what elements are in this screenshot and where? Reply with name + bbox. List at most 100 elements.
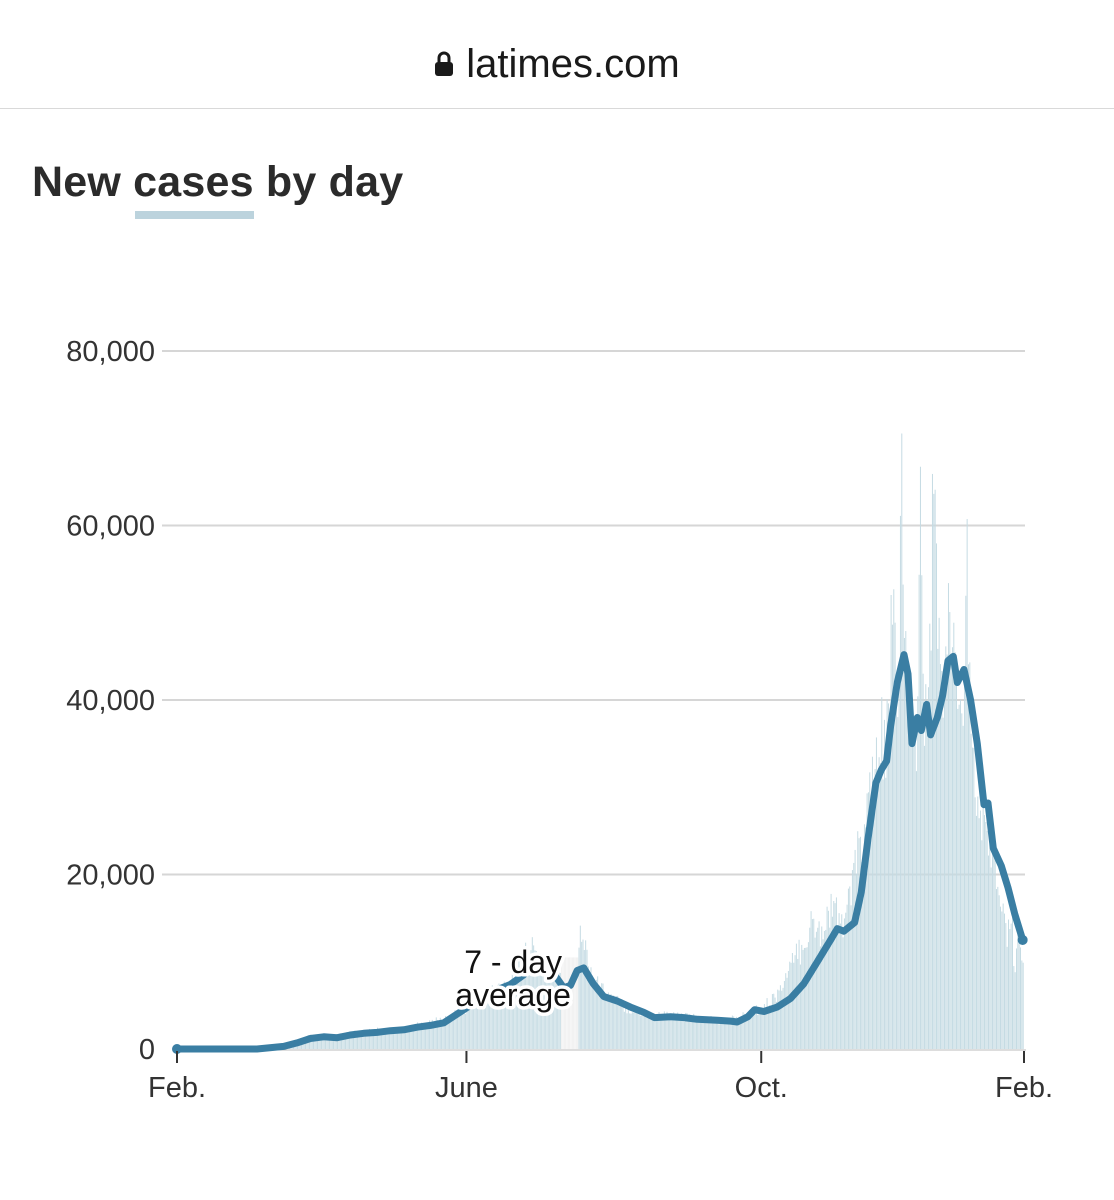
bar [970, 733, 972, 1049]
bar [325, 1036, 327, 1049]
bar [839, 923, 841, 1049]
bar [401, 1028, 403, 1049]
url-display[interactable]: latimes.com [0, 38, 1114, 92]
bar [967, 664, 969, 1049]
bar [521, 972, 523, 1049]
bar [371, 1032, 373, 1049]
bar [674, 1015, 676, 1049]
bar [843, 918, 845, 1049]
bar [438, 1022, 440, 1049]
bar [697, 1018, 699, 1049]
bar [842, 937, 844, 1049]
bar [634, 1006, 636, 1049]
bar [590, 967, 592, 1049]
bar [889, 718, 891, 1049]
bar [410, 1027, 412, 1049]
bar [385, 1033, 387, 1049]
bar [745, 1015, 747, 1049]
bar [942, 717, 944, 1049]
bar [865, 827, 867, 1049]
bar [473, 999, 475, 1049]
bar [661, 1019, 663, 1049]
bar [655, 1017, 657, 1049]
bar [727, 1023, 729, 1049]
bar [923, 745, 925, 1049]
bar [987, 855, 989, 1049]
bar [1021, 960, 1023, 1049]
bar [999, 906, 1001, 1049]
bar [929, 623, 931, 1049]
bar [430, 1023, 432, 1049]
bar [893, 589, 895, 1049]
bar [526, 955, 528, 1049]
url-text: latimes.com [466, 42, 680, 86]
bar [623, 1011, 625, 1049]
bar [875, 737, 877, 1049]
bar [895, 705, 897, 1049]
bar [809, 927, 811, 1049]
bar [1005, 923, 1007, 1049]
bar [574, 957, 576, 1049]
bar [838, 913, 840, 1049]
bar [735, 1016, 737, 1049]
bar [546, 972, 548, 1049]
bar [379, 1032, 381, 1049]
bar [777, 989, 779, 1049]
bar [557, 964, 559, 1049]
bar [642, 1014, 644, 1049]
bar [533, 945, 535, 1049]
bar [717, 1019, 719, 1049]
bar [981, 840, 983, 1049]
bar [882, 779, 884, 1049]
bar [737, 1019, 739, 1049]
bar [931, 473, 933, 1049]
bar [413, 1025, 415, 1049]
bar [682, 1016, 684, 1049]
bar [330, 1036, 332, 1049]
bar [455, 1015, 457, 1049]
x-tick-label: June [435, 1072, 498, 1104]
bar [349, 1031, 351, 1049]
bar [523, 963, 525, 1049]
bar [665, 1015, 667, 1049]
bar [411, 1024, 413, 1049]
bar [775, 1001, 777, 1049]
bar [589, 975, 591, 1049]
bar [995, 889, 997, 1049]
bar [850, 905, 852, 1049]
bar [445, 1016, 447, 1049]
bar [990, 867, 992, 1049]
bar [538, 964, 540, 1049]
bar [373, 1032, 375, 1049]
bar [566, 957, 568, 1049]
bar [906, 662, 908, 1049]
bar [690, 1021, 692, 1049]
bar [855, 873, 857, 1049]
bar [461, 1006, 463, 1049]
bar [501, 993, 503, 1049]
bar [825, 929, 827, 1049]
bar [582, 939, 584, 1049]
bar [471, 1002, 473, 1049]
bar [549, 960, 551, 1049]
bar [938, 617, 940, 1049]
bar [550, 964, 552, 1049]
bar [757, 1014, 759, 1049]
bar [767, 1008, 769, 1049]
bar [722, 1019, 724, 1049]
bar [753, 1011, 755, 1049]
bar [637, 1011, 639, 1049]
browser-url-bar[interactable]: latimes.com [0, 0, 1114, 109]
bar [770, 1007, 772, 1049]
bar [871, 756, 873, 1049]
bar [731, 1015, 733, 1049]
annotation-label: 7 - day [464, 944, 562, 980]
bar [317, 1036, 319, 1049]
bar [837, 925, 839, 1049]
bar [851, 870, 853, 1049]
bar [630, 1013, 632, 1049]
bar [863, 824, 865, 1049]
bar [386, 1030, 388, 1049]
bar [701, 1021, 703, 1049]
bar [631, 1012, 633, 1049]
